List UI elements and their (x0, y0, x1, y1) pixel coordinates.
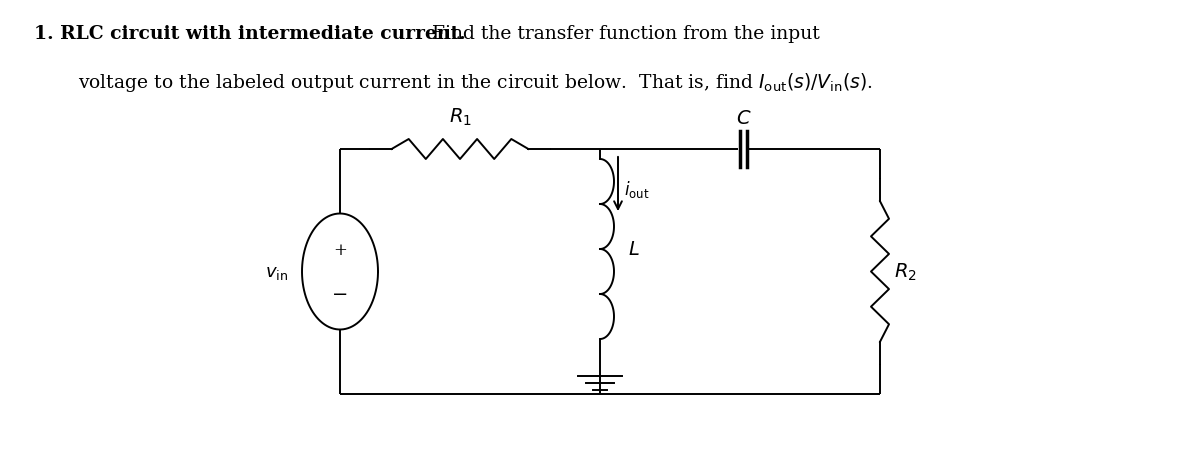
Text: $i_{\mathrm{out}}$: $i_{\mathrm{out}}$ (624, 179, 649, 200)
Text: $C$: $C$ (736, 110, 751, 128)
Text: $L$: $L$ (628, 241, 640, 258)
Text: −: − (332, 285, 348, 303)
Text: voltage to the labeled output current in the circuit below.  That is, find $I_{\: voltage to the labeled output current in… (78, 71, 872, 94)
Text: 1. RLC circuit with intermediate current.: 1. RLC circuit with intermediate current… (34, 25, 466, 43)
Text: Find the transfer function from the input: Find the transfer function from the inpu… (426, 25, 820, 43)
Text: $v_{\mathrm{in}}$: $v_{\mathrm{in}}$ (265, 263, 288, 281)
Text: $R_1$: $R_1$ (449, 106, 472, 128)
Text: +: + (334, 241, 347, 258)
Text: $R_2$: $R_2$ (894, 261, 917, 283)
